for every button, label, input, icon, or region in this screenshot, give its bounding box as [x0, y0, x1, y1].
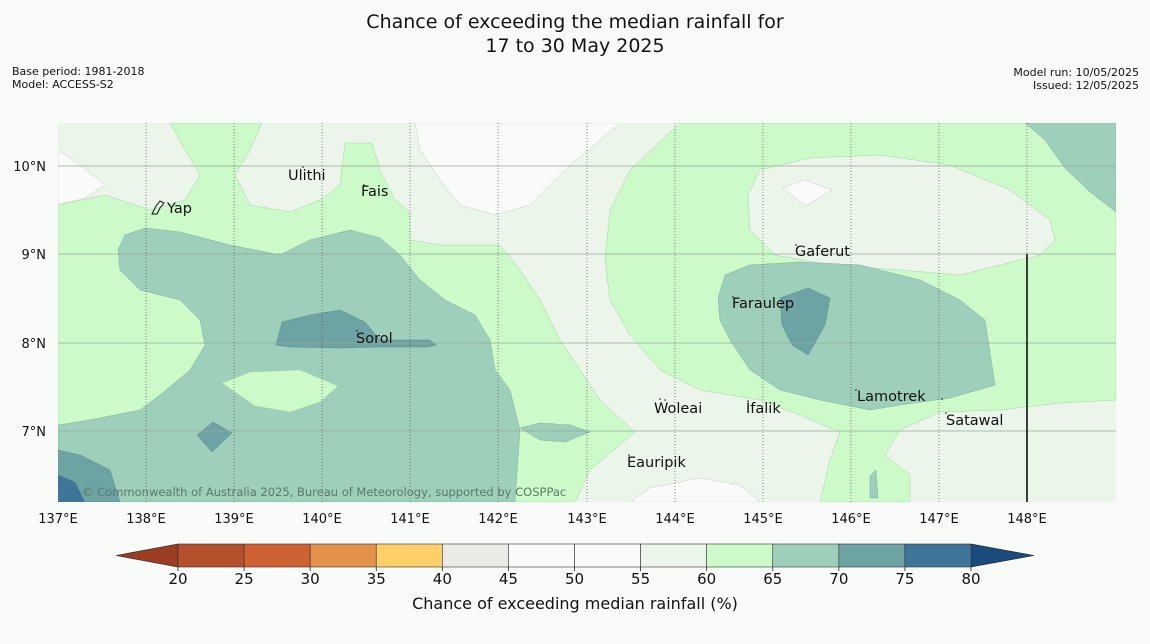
- map-plot-area: © Commonwealth of Australia 2025, Bureau…: [58, 123, 1116, 502]
- contour-50-55-gaferut-inner: [781, 179, 833, 207]
- lon-tick-label: 144°E: [655, 512, 695, 527]
- place-label-gaferut: Gaferut: [795, 244, 850, 260]
- lat-tick-label: 8°N: [22, 337, 47, 352]
- lon-tick-label: 139°E: [214, 512, 254, 527]
- colorbar-segment: [309, 543, 377, 568]
- colorbar-tick-label: 40: [433, 570, 452, 588]
- title-line-2: 17 to 30 May 2025: [485, 35, 665, 57]
- colorbar-segment: [838, 543, 906, 568]
- colorbar-segment: [243, 543, 311, 568]
- lon-tick-label: 143°E: [567, 512, 607, 527]
- colorbar-tick-label: 25: [235, 570, 254, 588]
- copyright-credit: © Commonwealth of Australia 2025, Bureau…: [82, 485, 566, 499]
- place-label-ulithi: Ulithi: [288, 168, 326, 184]
- colorbar-segment: [375, 543, 443, 568]
- lat-tick-labels: 10°N 9°N 8°N 7°N: [13, 160, 46, 440]
- contour-50-55-south: [629, 477, 761, 502]
- contour-65-70-west: [58, 227, 521, 502]
- colorbar-segment: [442, 543, 509, 568]
- colorbar-tick-label: 20: [168, 570, 187, 588]
- lon-tick-label: 140°E: [302, 512, 342, 527]
- contour-50-55-north: [414, 123, 621, 216]
- colorbar-tick-label: 80: [961, 570, 980, 588]
- yap-island-outline: [151, 200, 165, 215]
- colorbar-segment: [904, 543, 972, 568]
- lon-tick-label: 147°E: [919, 512, 959, 527]
- colorbar-segment: [574, 543, 641, 568]
- colorbar-segment: [508, 543, 575, 568]
- contour-70-75-faraulep: [779, 287, 831, 356]
- colorbar-tick-label: 65: [763, 570, 782, 588]
- contour-65-70-ne: [1024, 123, 1116, 213]
- contour-65-70-small: [869, 469, 879, 499]
- base-period-info: Base period: 1981-2018 Model: ACCESS-S2: [12, 65, 144, 91]
- lat-tick-label: 10°N: [13, 160, 46, 175]
- lon-tick-label: 146°E: [831, 512, 871, 527]
- colorbar-tick-label: 45: [499, 570, 518, 588]
- contour-50-55-west: [58, 149, 106, 206]
- place-label-lamotrek: Lamotrek: [857, 389, 926, 405]
- colorbar-segment: [640, 543, 707, 568]
- colorbar-under-triangle: [115, 543, 179, 568]
- title-line-1: Chance of exceeding the median rainfall …: [366, 11, 784, 33]
- colorbar: 20 25 30 35 40 45 50 55 60 65 70 75 80: [115, 543, 1035, 588]
- colorbar-tick-label: 30: [301, 570, 320, 588]
- place-label-eauripik: Eauripik: [627, 455, 686, 471]
- contour-55-60-east-inner: [747, 154, 1056, 276]
- place-label-sorol: Sorol: [356, 331, 393, 347]
- lon-tick-label: 142°E: [478, 512, 518, 527]
- map-title: Chance of exceeding the median rainfall …: [0, 10, 1150, 58]
- atoll-markers: [302, 166, 947, 456]
- place-label-yap: Yap: [166, 201, 192, 217]
- run-info: Model run: 10/05/2025 Issued: 12/05/2025: [1013, 66, 1139, 92]
- model-name: Model: ACCESS-S2: [12, 78, 114, 91]
- lon-tick-label: 148°E: [1007, 512, 1047, 527]
- colorbar-label: Chance of exceeding median rainfall (%): [412, 594, 738, 613]
- place-labels: Ulithi Fais Yap Gaferut Faraulep Sorol L…: [166, 168, 1003, 471]
- lat-tick-label: 9°N: [22, 248, 47, 263]
- colorbar-segment: [706, 543, 774, 568]
- lon-tick-label: 141°E: [390, 512, 430, 527]
- lon-tick-labels: 137°E 138°E 139°E 140°E 141°E 142°E 143°…: [38, 512, 1047, 527]
- lon-tick-label: 145°E: [743, 512, 783, 527]
- contour-70-75-sorol: [275, 309, 437, 349]
- colorbar-tick-label: 35: [367, 570, 386, 588]
- colorbar-tick-label: 50: [565, 570, 584, 588]
- colorbar-tick-label: 55: [631, 570, 650, 588]
- colorbar-tick-label: 75: [895, 570, 914, 588]
- colorbar-segment: [772, 543, 840, 568]
- contour-75-80-sw: [58, 475, 85, 502]
- base-period: Base period: 1981-2018: [12, 65, 145, 78]
- colorbar-tick-label: 60: [697, 570, 716, 588]
- contour-65-70-woleai: [519, 422, 591, 443]
- issued-date: Issued: 12/05/2025: [1032, 79, 1139, 92]
- colorbar-segment: [177, 543, 245, 568]
- place-label-fais: Fais: [361, 184, 388, 200]
- lon-tick-label: 138°E: [126, 512, 166, 527]
- place-label-satawal: Satawal: [946, 413, 1003, 429]
- contour-60-65-sorol-hole: [221, 369, 339, 413]
- lon-tick-label: 137°E: [38, 512, 78, 527]
- contour-70-75-small: [196, 421, 233, 453]
- place-label-woleai: Woleai: [654, 401, 702, 417]
- colorbar-tick-label: 70: [829, 570, 848, 588]
- place-label-faraulep: Faraulep: [732, 296, 794, 312]
- lat-tick-label: 7°N: [22, 425, 47, 440]
- colorbar-over-triangle: [970, 543, 1035, 568]
- model-run: Model run: 10/05/2025: [1013, 66, 1139, 79]
- place-label-ifalik: Ifalik: [746, 401, 781, 417]
